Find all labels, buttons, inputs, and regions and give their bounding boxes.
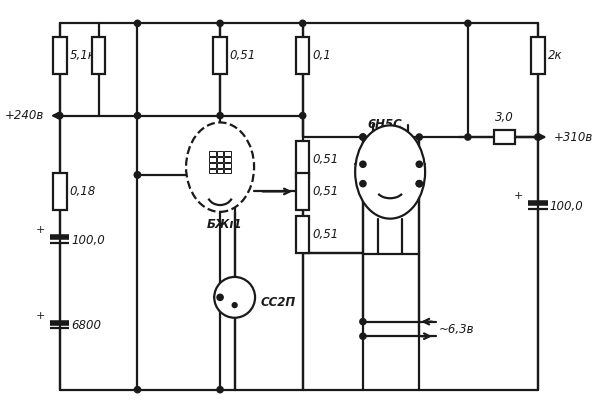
Circle shape [360, 134, 366, 140]
Bar [296, 173, 310, 210]
Text: 6Н5С: 6Н5С [368, 118, 403, 131]
Text: 2к: 2к [548, 49, 562, 62]
Bar [224, 163, 231, 168]
Text: 0,51: 0,51 [230, 49, 256, 62]
Circle shape [217, 294, 223, 301]
Text: СС2П: СС2П [261, 296, 296, 309]
Text: 0,51: 0,51 [313, 153, 338, 166]
Circle shape [360, 318, 366, 325]
Circle shape [217, 112, 223, 119]
Text: 3,0: 3,0 [496, 112, 514, 124]
Bar [296, 216, 310, 253]
Ellipse shape [186, 122, 254, 212]
Circle shape [134, 20, 140, 26]
Text: 100,0: 100,0 [71, 233, 105, 247]
Circle shape [360, 333, 366, 339]
Circle shape [134, 172, 140, 178]
Circle shape [360, 161, 366, 167]
Text: 0,18: 0,18 [70, 185, 96, 198]
Circle shape [416, 180, 422, 187]
Bar [217, 169, 223, 173]
Text: 6800: 6800 [71, 319, 101, 332]
Bar [53, 173, 67, 210]
Text: БЖı1: БЖı1 [207, 218, 242, 231]
Text: +: + [36, 311, 45, 320]
Text: 2: 2 [370, 136, 376, 146]
Bar [494, 130, 515, 144]
Text: 4: 4 [410, 157, 416, 167]
Bar [217, 151, 223, 156]
Circle shape [232, 303, 237, 308]
Circle shape [416, 180, 422, 187]
Ellipse shape [355, 126, 425, 218]
Circle shape [217, 20, 223, 26]
Text: 0,51: 0,51 [313, 185, 338, 198]
Text: +240в: +240в [5, 109, 44, 122]
Text: 6: 6 [410, 177, 416, 187]
Bar [209, 169, 216, 173]
Bar [217, 157, 223, 162]
Circle shape [214, 277, 255, 318]
Bar [296, 37, 310, 74]
Text: 7: 7 [371, 198, 378, 208]
Circle shape [217, 387, 223, 393]
Text: 3: 3 [364, 177, 370, 187]
Circle shape [535, 134, 541, 140]
Bar [217, 163, 223, 168]
Circle shape [134, 112, 140, 119]
Circle shape [465, 20, 471, 26]
Text: 1: 1 [364, 157, 370, 167]
Bar [209, 151, 216, 156]
Text: 8: 8 [403, 198, 409, 208]
Circle shape [360, 134, 366, 140]
Bar [224, 157, 231, 162]
Bar [53, 37, 67, 74]
Bar [224, 151, 231, 156]
Circle shape [360, 180, 366, 187]
Text: 5: 5 [404, 136, 411, 146]
Circle shape [416, 161, 422, 167]
Bar [209, 157, 216, 162]
Bar [92, 37, 106, 74]
Circle shape [134, 387, 140, 393]
Text: 100,0: 100,0 [550, 199, 583, 213]
Text: 0,51: 0,51 [313, 228, 338, 241]
Circle shape [134, 172, 140, 178]
Circle shape [416, 134, 422, 140]
Text: +: + [36, 225, 45, 235]
Bar [213, 37, 227, 74]
Circle shape [299, 112, 306, 119]
Text: +: + [514, 191, 523, 201]
Text: 0,1: 0,1 [313, 49, 331, 62]
Circle shape [299, 20, 306, 26]
Bar [296, 141, 310, 178]
Bar [209, 163, 216, 168]
Text: 5,1к: 5,1к [70, 49, 95, 62]
Bar [224, 169, 231, 173]
Circle shape [56, 112, 63, 119]
Bar [531, 37, 545, 74]
Circle shape [465, 134, 471, 140]
Text: ~6,3в: ~6,3в [439, 323, 474, 336]
Text: +310в: +310в [553, 131, 593, 144]
